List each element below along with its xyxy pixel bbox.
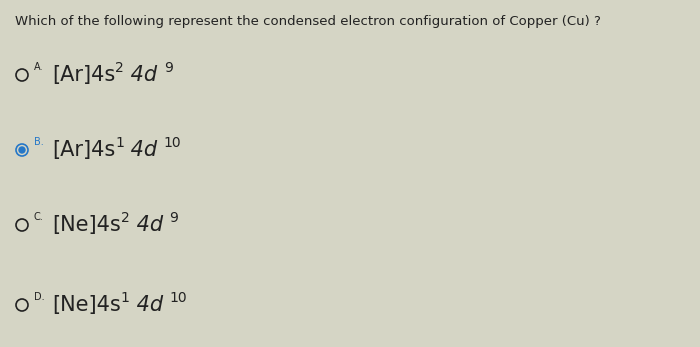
Text: A.: A. [34, 62, 43, 72]
Text: 1: 1 [120, 291, 130, 305]
Text: [Ne]4s: [Ne]4s [52, 215, 120, 235]
Text: 4d: 4d [124, 140, 164, 160]
Text: [Ar]4s: [Ar]4s [52, 65, 116, 85]
Text: 4d: 4d [130, 295, 169, 315]
Ellipse shape [19, 147, 25, 153]
Text: Which of the following represent the condensed electron configuration of Copper : Which of the following represent the con… [15, 15, 601, 28]
Text: 4d: 4d [124, 65, 164, 85]
Text: B.: B. [34, 137, 43, 147]
Text: 2: 2 [120, 211, 130, 225]
Text: [Ne]4s: [Ne]4s [52, 295, 120, 315]
Text: 10: 10 [164, 136, 181, 150]
Text: 10: 10 [169, 291, 187, 305]
Text: C.: C. [34, 212, 43, 222]
Text: 4d: 4d [130, 215, 169, 235]
Text: [Ar]4s: [Ar]4s [52, 140, 116, 160]
Text: D.: D. [34, 292, 45, 302]
Text: 9: 9 [164, 61, 173, 75]
Text: 1: 1 [116, 136, 124, 150]
Text: 2: 2 [116, 61, 124, 75]
Text: 9: 9 [169, 211, 178, 225]
